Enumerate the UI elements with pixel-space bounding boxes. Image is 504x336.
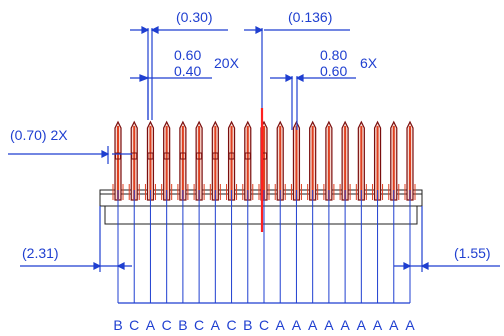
pin	[258, 120, 270, 201]
pin-label: A	[340, 317, 350, 333]
pin	[144, 120, 156, 201]
pin-label: C	[226, 317, 236, 333]
dim-top-left-ref-label: (0.30)	[176, 9, 213, 25]
pin-label: A	[308, 317, 318, 333]
dim-outer-left	[20, 206, 132, 272]
pitch-left-count: 20X	[214, 55, 240, 71]
dim-side-ref	[8, 146, 132, 164]
pin	[339, 120, 351, 201]
pin-label: A	[357, 317, 367, 333]
pin-label: B	[113, 317, 122, 333]
pin-label: A	[389, 317, 399, 333]
pin	[209, 120, 221, 201]
pin	[355, 120, 367, 201]
pin	[372, 120, 384, 201]
pin	[307, 120, 319, 201]
pin	[274, 120, 286, 201]
pin	[404, 120, 416, 201]
dim-outer-left-label: (2.31)	[22, 245, 59, 261]
pin-label: A	[276, 317, 286, 333]
pin-label: A	[324, 317, 334, 333]
pitch-right-lower: 0.60	[320, 63, 347, 79]
dim-side-ref-label: (0.70) 2X	[10, 127, 68, 143]
dim-top-right-ref-label: (0.136)	[288, 9, 332, 25]
pin-label: C	[259, 317, 269, 333]
pin-dimension-lines	[117, 190, 411, 303]
pin-row	[112, 120, 416, 201]
pin-label: C	[194, 317, 204, 333]
pin	[161, 120, 173, 201]
pin	[193, 120, 205, 201]
dim-outer-right-label: (1.55)	[454, 245, 491, 261]
pin-label: B	[243, 317, 252, 333]
dim-outer-right	[394, 206, 500, 272]
pin-label: A	[373, 317, 383, 333]
pin-label: C	[129, 317, 139, 333]
pitch-right-count: 6X	[360, 55, 378, 71]
pin-label: A	[211, 317, 221, 333]
dim-pitch-right	[270, 74, 356, 130]
pin	[128, 120, 140, 201]
pin	[388, 120, 400, 201]
pin	[177, 120, 189, 201]
pin-label: A	[292, 317, 302, 333]
pitch-right-upper: 0.80	[320, 47, 347, 63]
pitch-left-upper: 0.60	[174, 47, 201, 63]
pin	[112, 120, 124, 201]
dim-top-right-ref	[244, 26, 350, 112]
pin-label: A	[146, 317, 156, 333]
pin-label: C	[162, 317, 172, 333]
dim-pitch-left	[130, 74, 212, 120]
pin	[226, 120, 238, 201]
pin	[290, 120, 302, 201]
pin-label: A	[405, 317, 415, 333]
pitch-left-lower: 0.40	[174, 63, 201, 79]
pin-label: B	[178, 317, 187, 333]
pin	[242, 120, 254, 201]
pin	[323, 120, 335, 201]
